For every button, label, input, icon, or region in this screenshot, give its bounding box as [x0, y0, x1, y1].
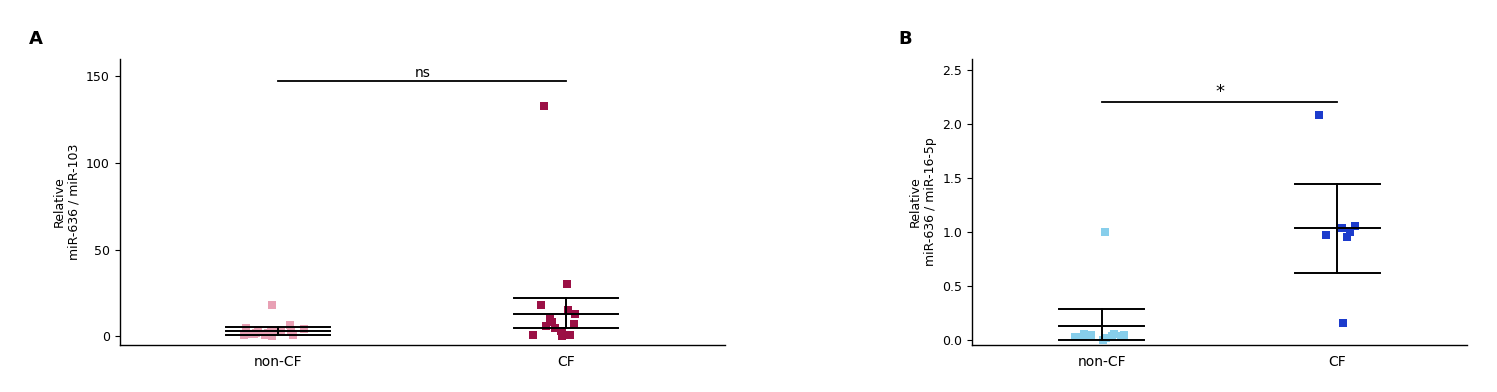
Point — [238, 330, 262, 337]
Point — [234, 325, 257, 331]
Point — [259, 329, 283, 336]
Point — [1307, 112, 1331, 118]
Point — [521, 332, 545, 339]
Point — [549, 330, 573, 336]
Point — [563, 310, 587, 317]
Text: A: A — [28, 30, 43, 48]
Point — [278, 322, 302, 328]
Point — [534, 323, 558, 329]
Point — [246, 327, 269, 333]
Point — [243, 331, 266, 338]
Point — [260, 302, 284, 308]
Point — [1329, 225, 1353, 231]
Point — [1091, 336, 1115, 343]
Point — [260, 328, 284, 334]
Point — [1314, 232, 1338, 238]
Text: B: B — [898, 30, 912, 48]
Point — [555, 281, 579, 287]
Point — [1100, 333, 1124, 339]
Text: ns: ns — [415, 65, 430, 80]
Point — [542, 325, 566, 331]
Point — [540, 319, 564, 325]
Point — [533, 102, 557, 109]
Point — [528, 302, 552, 308]
Point — [1072, 331, 1096, 337]
Point — [292, 326, 316, 332]
Point — [1102, 331, 1126, 337]
Point — [244, 330, 268, 336]
Point — [1094, 335, 1118, 341]
Point — [253, 331, 277, 338]
Point — [281, 332, 305, 339]
Point — [537, 316, 561, 322]
Point — [563, 321, 587, 327]
Point — [1109, 333, 1133, 339]
Point — [1093, 229, 1117, 235]
Point — [1331, 320, 1355, 327]
Point — [1335, 234, 1359, 240]
Text: *: * — [1216, 83, 1225, 101]
Point — [1343, 223, 1367, 229]
Point — [1063, 334, 1087, 341]
Point — [269, 329, 293, 335]
Point — [558, 331, 582, 338]
Point — [549, 328, 573, 334]
Point — [549, 333, 573, 339]
Point — [1072, 334, 1096, 341]
Point — [256, 330, 280, 336]
Point — [557, 307, 581, 314]
Y-axis label: Relative
miR-636 / miR-103: Relative miR-636 / miR-103 — [52, 144, 81, 260]
Point — [1112, 332, 1136, 338]
Point — [278, 328, 302, 334]
Y-axis label: Relative
miR-636 / miR-16-5p: Relative miR-636 / miR-16-5p — [909, 138, 937, 266]
Point — [260, 333, 284, 339]
Point — [1338, 229, 1362, 235]
Point — [1079, 332, 1103, 338]
Point — [232, 332, 256, 338]
